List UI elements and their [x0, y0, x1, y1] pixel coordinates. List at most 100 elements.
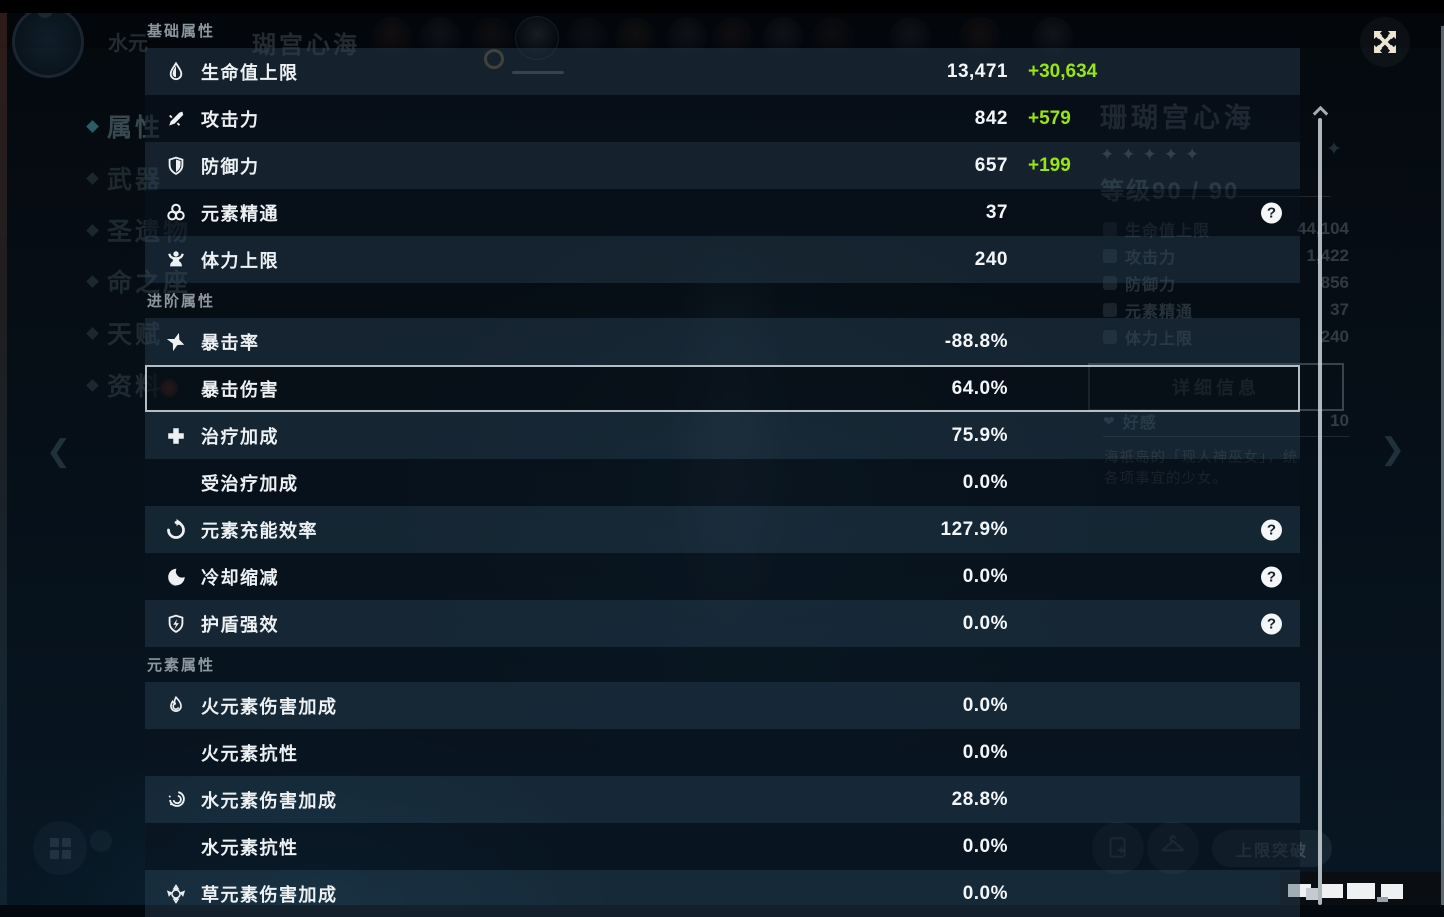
section-header: 进阶属性 [147, 293, 216, 310]
stat-row[interactable]: 攻击力 842 +579 [145, 95, 1300, 142]
stat-label: 生命值上限 [201, 62, 299, 83]
stat-value: 657 [974, 154, 1008, 176]
stat-row[interactable]: 暴击率 -88.8% [145, 318, 1300, 365]
section-header: 基础属性 [147, 23, 216, 40]
stat-value: 0.0% [962, 694, 1008, 716]
scrollbar[interactable] [1318, 118, 1322, 905]
diamond-bullet-icon [86, 171, 99, 185]
sparkle-decoration-icon: ✦ [1326, 139, 1342, 160]
stat-mini-icon [1103, 248, 1117, 263]
character-avatar [371, 17, 413, 59]
stat-value: 1,422 [1306, 245, 1349, 265]
question-mark-icon[interactable]: ? [1261, 613, 1282, 634]
next-character-arrow-icon: ❯ [1380, 433, 1406, 466]
stat-row[interactable]: 冷却缩减 0.0%? [145, 553, 1300, 600]
stat-label: 防御力 [201, 156, 260, 177]
stat-label: 水元素伤害加成 [201, 790, 338, 811]
grid-icon [49, 837, 71, 859]
stat-row[interactable]: 防御力 657 +199 [145, 142, 1300, 189]
character-avatar [812, 17, 854, 59]
scrollbar-up-arrow-icon[interactable] [1313, 106, 1327, 118]
redacted-block [1306, 888, 1318, 900]
stamina-icon [165, 249, 187, 271]
stat-mini-icon [1103, 329, 1117, 344]
stat-label: 攻击力 [201, 109, 260, 130]
diamond-bullet-icon [86, 223, 99, 237]
question-mark-icon[interactable]: ? [1261, 202, 1282, 223]
background-stat-row: 元素精通 37 [1103, 296, 1349, 323]
redacted-block [1377, 897, 1388, 902]
stat-value: 0.0% [962, 612, 1008, 634]
stat-row[interactable]: 护盾强效 0.0%? [145, 600, 1300, 647]
stat-value: 240 [974, 248, 1008, 270]
diamond-bullet-icon [86, 274, 99, 288]
hp-icon [165, 61, 187, 83]
screen-right-edge [1441, 26, 1444, 905]
stat-value: -88.8% [944, 330, 1008, 352]
stat-value: 0.0% [962, 471, 1008, 493]
background-stat-row: 体力上限 240 [1103, 323, 1349, 350]
element-label-fragment: 水元 [108, 33, 148, 55]
stat-row[interactable]: 草元素伤害加成 0.0% [145, 870, 1300, 917]
section-header: 元素属性 [147, 657, 216, 674]
stat-label: 攻击力 [1125, 249, 1177, 267]
selected-character-avatar [516, 17, 558, 59]
stat-row[interactable]: 元素充能效率 127.9%? [145, 506, 1300, 553]
close-icon [1374, 31, 1396, 53]
sidebar-item-5: 天赋 [86, 315, 163, 351]
stat-value: 842 [974, 107, 1008, 129]
stat-row[interactable]: 火元素抗性 0.0% [145, 729, 1300, 776]
character-avatar [566, 17, 608, 59]
redacted-block [1381, 884, 1403, 899]
stat-value: 0.0% [962, 741, 1008, 763]
stat-bonus-value: +30,634 [1028, 60, 1098, 82]
healing-icon [165, 425, 187, 447]
close-button[interactable] [1360, 17, 1410, 67]
stat-label: 火元素抗性 [201, 743, 299, 764]
redacted-block [1347, 883, 1375, 899]
question-mark-icon[interactable]: ? [1261, 566, 1282, 587]
cd-icon [165, 566, 187, 588]
atk-icon [165, 108, 187, 130]
party-avatar-strip [0, 13, 1444, 48]
question-mark-icon[interactable]: ? [1261, 519, 1282, 540]
stat-row[interactable]: 水元素伤害加成 28.8% [145, 776, 1300, 823]
stat-value: 127.9% [940, 518, 1008, 540]
stat-label: 体力上限 [1125, 330, 1194, 348]
stat-mini-icon [1103, 275, 1117, 290]
stat-label: 暴击率 [201, 332, 260, 353]
stat-value: 856 [1320, 272, 1349, 292]
stat-label: 暴击伤害 [201, 379, 279, 400]
friendship-row: ❤ 好感 10 [1103, 409, 1349, 433]
stat-row[interactable]: 火元素伤害加成 0.0% [145, 682, 1300, 729]
stat-row[interactable]: 暴击伤害 64.0% [145, 365, 1300, 412]
stat-row[interactable]: 元素精通 37? [145, 189, 1300, 236]
menu-grid-button [33, 821, 87, 875]
character-avatar [419, 17, 461, 59]
stat-row[interactable]: 水元素抗性 0.0% [145, 823, 1300, 870]
stat-bonus-value: +579 [1028, 107, 1071, 129]
stat-label: 体力上限 [201, 250, 279, 271]
stat-row[interactable]: 体力上限 240 [145, 236, 1300, 283]
stat-value: 75.9% [951, 424, 1008, 446]
small-circle-decoration [90, 830, 112, 852]
stat-value: 0.0% [962, 565, 1008, 587]
character-avatar [712, 17, 754, 59]
stat-row[interactable]: 生命值上限 13,471 +30,634 [145, 48, 1300, 95]
stat-row[interactable]: 受治疗加成 0.0% [145, 459, 1300, 506]
stat-mini-icon [1103, 302, 1117, 317]
avatar-gold-badge [484, 49, 504, 69]
stat-label: 治疗加成 [201, 426, 279, 447]
sidebar-item-label: 命之座 [107, 269, 192, 297]
heart-icon: ❤ [1103, 412, 1115, 429]
redacted-block [1322, 884, 1343, 898]
stat-label: 受治疗加成 [201, 473, 299, 494]
diamond-bullet-icon [86, 378, 99, 392]
character-avatar [666, 17, 708, 59]
pyro-icon [165, 695, 187, 717]
stat-row[interactable]: 治疗加成 75.9% [145, 412, 1300, 459]
dendro-icon [165, 883, 187, 905]
stat-label: 元素充能效率 [201, 520, 318, 541]
shield-icon [165, 613, 187, 635]
selected-avatar-underline [512, 71, 564, 74]
